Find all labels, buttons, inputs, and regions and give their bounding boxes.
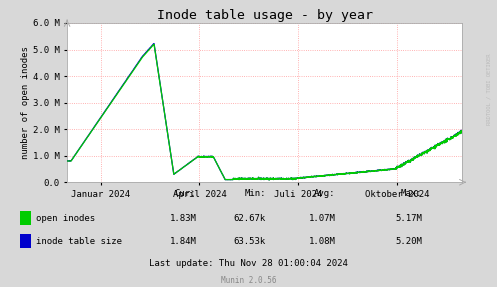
Text: Munin 2.0.56: Munin 2.0.56 (221, 276, 276, 285)
Text: 62.67k: 62.67k (234, 214, 266, 223)
Text: 63.53k: 63.53k (234, 236, 266, 246)
Text: 5.17M: 5.17M (396, 214, 422, 223)
Text: 1.84M: 1.84M (169, 236, 196, 246)
Text: Min:: Min: (245, 189, 266, 198)
Title: Inode table usage - by year: Inode table usage - by year (157, 9, 373, 22)
Text: inode table size: inode table size (36, 236, 122, 246)
Text: 1.07M: 1.07M (309, 214, 335, 223)
Text: Last update: Thu Nov 28 01:00:04 2024: Last update: Thu Nov 28 01:00:04 2024 (149, 259, 348, 268)
Text: Avg:: Avg: (314, 189, 335, 198)
Text: Cur:: Cur: (175, 189, 196, 198)
Text: Max:: Max: (401, 189, 422, 198)
Text: 1.08M: 1.08M (309, 236, 335, 246)
Text: 1.83M: 1.83M (169, 214, 196, 223)
Text: 5.20M: 5.20M (396, 236, 422, 246)
Y-axis label: number of open inodes: number of open inodes (21, 46, 30, 159)
Text: RRDTOOL / TOBI OETIKER: RRDTOOL / TOBI OETIKER (486, 53, 491, 125)
Text: open inodes: open inodes (36, 214, 95, 223)
